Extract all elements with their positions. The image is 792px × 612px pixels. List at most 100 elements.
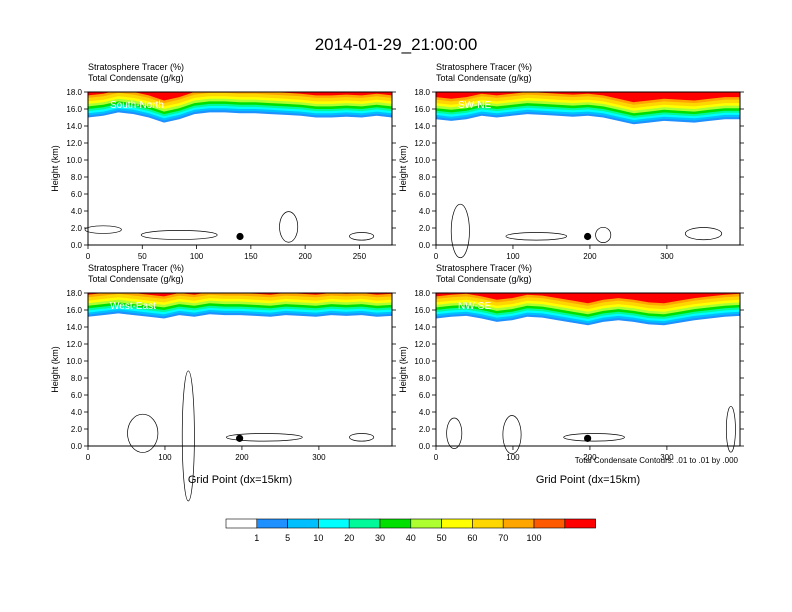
- y-tick-label: 12.0: [66, 340, 82, 349]
- cross-section-label: SW-NE: [458, 100, 491, 111]
- condensate-contour: [505, 232, 568, 241]
- tracer-shading: [88, 92, 392, 123]
- colorbar-swatch: [287, 518, 319, 529]
- condensate-contour: [225, 433, 303, 442]
- panel-frame: [435, 292, 741, 447]
- location-marker: [236, 434, 244, 442]
- panel-1: 0.0 2.0 4.0 6.0 8.0 10.0 12.0 14.0 16.0 18.0 0 100 2…: [398, 62, 744, 261]
- y-tick-label: 4.0: [71, 408, 83, 417]
- panel-frame: [435, 91, 741, 246]
- y-axis-label: Height (km): [398, 346, 408, 393]
- panel-subtitle-tracer: Stratosphere Tracer (%): [436, 263, 532, 273]
- condensate-contours: [84, 211, 375, 243]
- tracer-band-top: [436, 293, 740, 304]
- y-tick-label: 10.0: [66, 156, 82, 165]
- colorbar-swatch: [348, 518, 381, 529]
- y-tick-label: 10.0: [414, 357, 430, 366]
- condensate-contour: [84, 225, 122, 234]
- x-tick-label: 300: [660, 453, 674, 462]
- x-tick-label: 200: [298, 252, 312, 261]
- condensate-contour: [349, 433, 375, 442]
- panel-0: 0.0 2.0 4.0 6.0 8.0 10.0 12.0 14.0 16.0 18.0 0 50 10…: [50, 62, 396, 261]
- y-tick-label: 4.0: [71, 207, 83, 216]
- colorbar-swatch: [472, 518, 504, 529]
- y-tick-label: 14.0: [66, 323, 82, 332]
- y-tick-label: 2.0: [419, 224, 431, 233]
- y-tick-label: 16.0: [66, 105, 82, 114]
- y-tick-label: 4.0: [419, 408, 431, 417]
- y-tick-label: 0.0: [71, 442, 83, 451]
- x-tick-label: 200: [583, 453, 597, 462]
- x-axis-label: Grid Point (dx=15km): [536, 474, 640, 486]
- condensate-contour: [725, 405, 736, 453]
- condensate-contours: [450, 203, 723, 259]
- y-tick-label: 0.0: [71, 241, 83, 250]
- colorbar-swatch: [410, 518, 442, 529]
- y-tick-label: 14.0: [414, 122, 430, 131]
- condensate-contour: [502, 415, 522, 455]
- y-axis-label: Height (km): [50, 346, 60, 393]
- x-tick-label: 100: [506, 453, 520, 462]
- colorbar-label: 30: [375, 533, 385, 543]
- colorbar-swatch: [379, 518, 412, 529]
- y-tick-label: 12.0: [414, 340, 430, 349]
- y-tick-label: 6.0: [71, 391, 83, 400]
- panels-group: 0.0 2.0 4.0 6.0 8.0 10.0 12.0 14.0 16.0 18.0 0 50 10…: [50, 62, 744, 502]
- condensate-contour: [279, 211, 299, 243]
- colorbar-label: 100: [526, 533, 541, 543]
- tracer-band-top: [88, 293, 392, 297]
- y-tick-label: 14.0: [66, 122, 82, 131]
- tracer-band-top: [436, 92, 740, 103]
- y-tick-label: 18.0: [414, 289, 430, 298]
- condensate-contour: [595, 226, 612, 243]
- x-tick-label: 200: [583, 252, 597, 261]
- condensate-contour: [446, 417, 463, 449]
- y-tick-label: 16.0: [414, 306, 430, 315]
- condensate-contours: [446, 405, 736, 455]
- y-tick-label: 8.0: [419, 374, 431, 383]
- y-tick-label: 8.0: [71, 374, 83, 383]
- colorbar-label: 5: [285, 533, 290, 543]
- y-tick-label: 18.0: [414, 88, 430, 97]
- colorbar-swatch: [225, 518, 258, 529]
- panel-frame: [87, 292, 393, 447]
- y-tick-label: 2.0: [71, 425, 83, 434]
- y-tick-label: 0.0: [419, 442, 431, 451]
- location-marker: [236, 232, 244, 241]
- x-tick-label: 0: [86, 252, 91, 261]
- panel-subtitle-condensate: Total Condensate (g/kg): [436, 73, 532, 83]
- panel-frame: [87, 91, 393, 246]
- condensate-contour: [563, 433, 625, 442]
- y-tick-label: 8.0: [71, 173, 83, 182]
- x-tick-label: 300: [312, 453, 326, 462]
- colorbar-swatch: [256, 518, 288, 529]
- y-tick-label: 18.0: [66, 289, 82, 298]
- colorbar-swatch: [564, 518, 596, 529]
- y-tick-label: 16.0: [414, 105, 430, 114]
- x-tick-label: 100: [158, 453, 172, 462]
- location-marker: [584, 232, 592, 241]
- panel-subtitle-condensate: Total Condensate (g/kg): [436, 274, 532, 284]
- condensate-contour: [450, 203, 470, 259]
- colorbar-label: 10: [313, 533, 323, 543]
- x-axis-label: Grid Point (dx=15km): [188, 474, 292, 486]
- y-tick-label: 8.0: [419, 173, 431, 182]
- panel-subtitle-tracer: Stratosphere Tracer (%): [88, 62, 184, 72]
- panel-3: 0.0 2.0 4.0 6.0 8.0 10.0 12.0 14.0 16.0 18.0 0 100 2…: [398, 263, 744, 486]
- condensate-contour: [181, 370, 195, 502]
- x-tick-label: 250: [353, 252, 367, 261]
- x-tick-label: 100: [506, 252, 520, 261]
- colorbar-label: 70: [498, 533, 508, 543]
- condensate-contour: [127, 413, 159, 453]
- y-axis-label: Height (km): [398, 145, 408, 192]
- x-tick-label: 200: [235, 453, 249, 462]
- tracer-band-top: [88, 92, 392, 101]
- panel-2: 0.0 2.0 4.0 6.0 8.0 10.0 12.0 14.0 16.0 18.0 0 100 2…: [50, 263, 396, 502]
- y-tick-label: 6.0: [71, 190, 83, 199]
- y-tick-label: 4.0: [419, 207, 431, 216]
- y-tick-label: 12.0: [66, 139, 82, 148]
- y-tick-label: 10.0: [414, 156, 430, 165]
- colorbar-label: 60: [467, 533, 477, 543]
- x-tick-label: 300: [660, 252, 674, 261]
